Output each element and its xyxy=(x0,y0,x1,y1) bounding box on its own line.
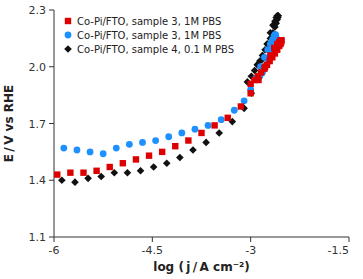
point xyxy=(146,152,152,158)
point xyxy=(150,163,158,171)
point xyxy=(100,150,107,157)
y-tick-label: 2.0 xyxy=(29,61,47,74)
point xyxy=(248,89,256,97)
point xyxy=(159,149,165,155)
point xyxy=(189,146,197,154)
series xyxy=(58,12,282,186)
point xyxy=(211,122,217,128)
x-tick-label: -4.5 xyxy=(142,244,163,257)
x-tick-label: -6 xyxy=(49,244,60,257)
y-axis-label: E / V vs RHE xyxy=(2,85,16,162)
point xyxy=(192,126,199,133)
point xyxy=(185,137,191,143)
x-tick xyxy=(54,237,55,242)
point xyxy=(205,122,212,129)
y-tick-label: 1.1 xyxy=(29,231,47,244)
point xyxy=(60,145,67,152)
point xyxy=(198,130,204,136)
legend-item: Co-Pi/FTO, sample 3, 1M PBS xyxy=(65,30,222,41)
series xyxy=(54,37,285,178)
point xyxy=(215,129,223,137)
point xyxy=(74,147,81,154)
point xyxy=(218,116,225,123)
point xyxy=(80,169,86,175)
point xyxy=(120,160,126,166)
point xyxy=(71,178,79,186)
y-tick-label: 1.7 xyxy=(29,118,47,131)
axes: -6 -4.5 -3 -1.5 1.1 1.4 1.7 2.0 2.3 xyxy=(29,4,350,257)
y-tick xyxy=(49,180,54,181)
point xyxy=(107,164,113,170)
chart: -6 -4.5 -3 -1.5 1.1 1.4 1.7 2.0 2.3 log ( j / A c… xyxy=(0,0,363,279)
point xyxy=(113,145,120,152)
point xyxy=(176,154,184,162)
legend-label: Co-Pi/FTO, sample 4, 0.1 M PBS xyxy=(77,44,234,55)
x-tick xyxy=(152,237,153,242)
point xyxy=(67,169,73,175)
y-tick-label: 1.4 xyxy=(29,174,47,187)
x-axis-line xyxy=(54,237,349,238)
y-tick xyxy=(49,10,54,11)
x-tick xyxy=(250,237,251,242)
legend-item: Co-Pi/FTO, sample 4, 0.1 M PBS xyxy=(64,44,234,55)
x-tick-label: -1.5 xyxy=(328,244,349,257)
y-tick-label: 2.3 xyxy=(29,4,47,17)
point xyxy=(238,103,244,109)
y-tick xyxy=(49,237,54,238)
legend-marker xyxy=(65,18,71,24)
point xyxy=(231,107,238,114)
x-tick xyxy=(349,237,350,242)
point xyxy=(247,90,253,96)
point xyxy=(137,167,145,175)
point xyxy=(241,97,248,104)
point xyxy=(124,169,132,177)
legend-item: Co-Pi/FTO, sample 3, 1M PBS xyxy=(65,16,221,27)
point xyxy=(178,130,185,137)
point xyxy=(202,139,210,147)
y-tick xyxy=(49,123,54,124)
plot-area xyxy=(54,12,285,186)
point xyxy=(139,139,146,146)
point xyxy=(225,115,231,121)
legend-label: Co-Pi/FTO, sample 3, 1M PBS xyxy=(77,30,221,41)
y-tick xyxy=(49,66,54,67)
x-tick-label: -3 xyxy=(245,244,256,257)
point xyxy=(152,137,159,144)
point xyxy=(126,141,133,148)
point xyxy=(247,81,253,87)
legend-label: Co-Pi/FTO, sample 3, 1M PBS xyxy=(77,16,221,27)
point xyxy=(93,168,99,174)
x-axis-label: log ( j / A cm⁻²) xyxy=(153,260,249,274)
point xyxy=(133,156,139,162)
point xyxy=(172,143,178,149)
point xyxy=(87,148,94,155)
legend-marker xyxy=(65,32,72,39)
point xyxy=(163,159,171,167)
legend-marker xyxy=(64,45,72,53)
point xyxy=(165,133,172,140)
legend: Co-Pi/FTO, sample 3, 1M PBS Co-Pi/FTO, sa… xyxy=(64,16,234,55)
series xyxy=(60,31,279,157)
point xyxy=(54,171,60,177)
